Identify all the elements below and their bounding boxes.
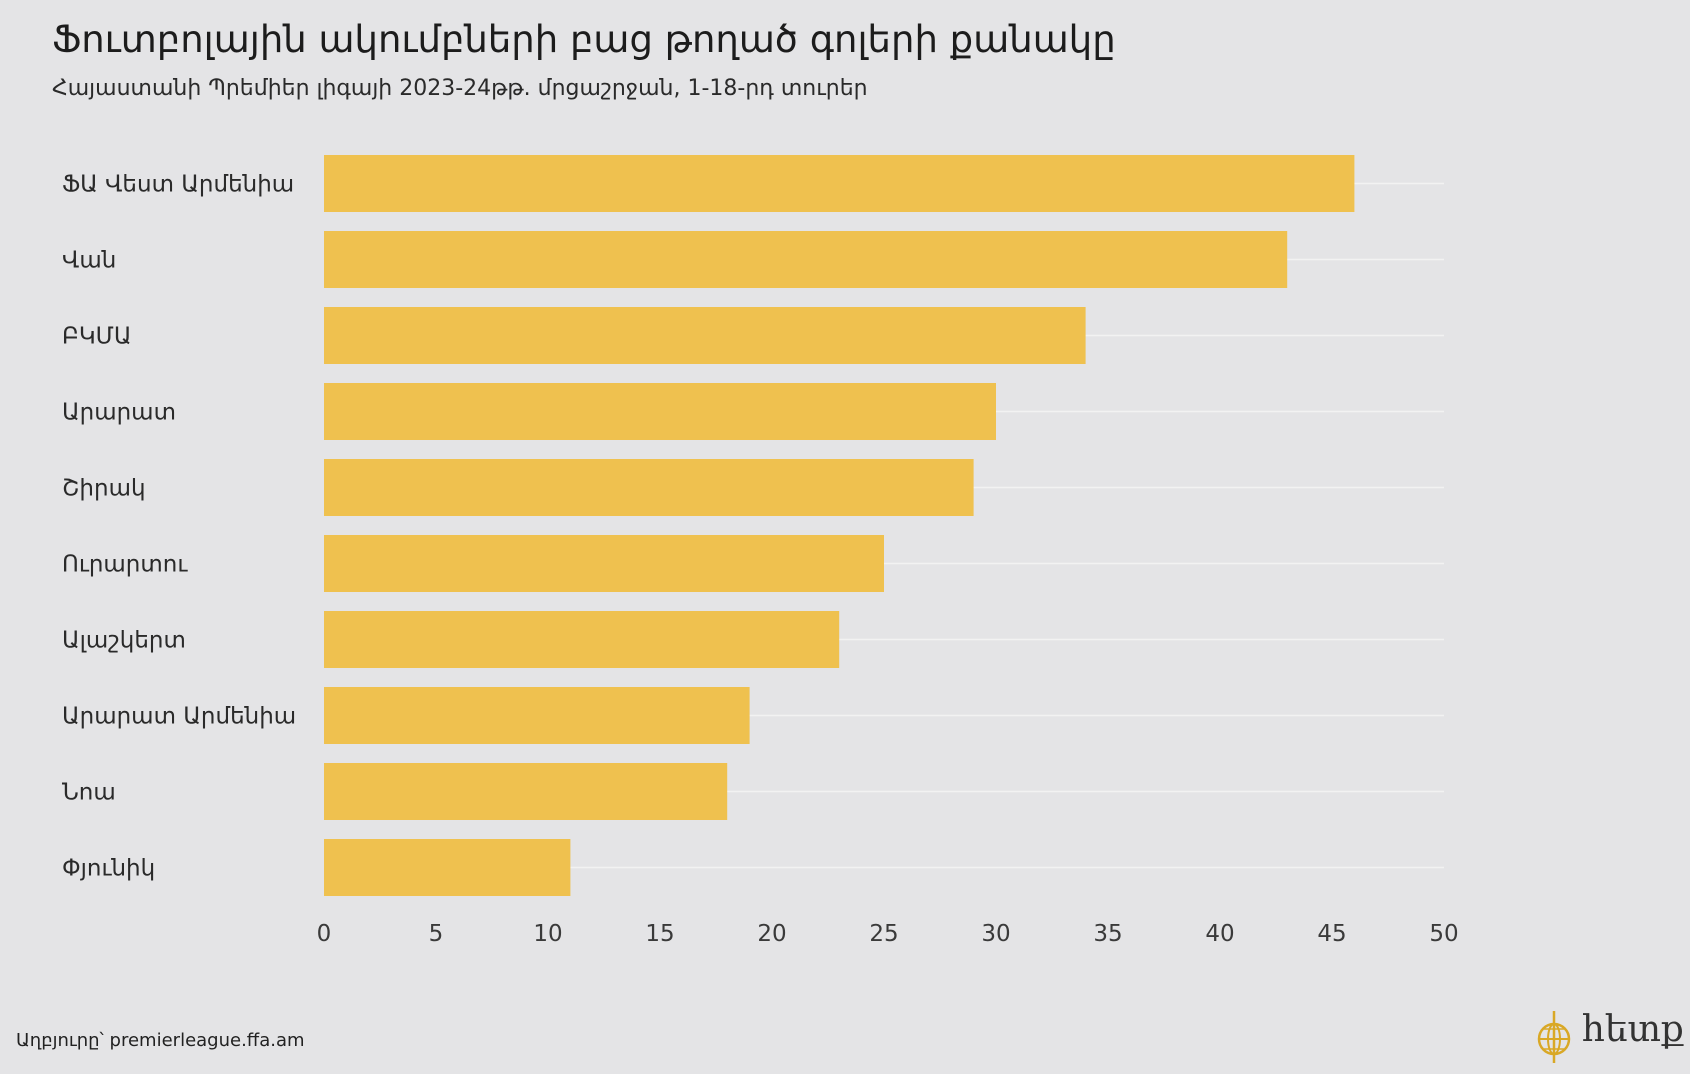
bar	[324, 839, 571, 896]
bar	[324, 535, 884, 592]
x-tick-label: 45	[1317, 921, 1346, 947]
bar	[324, 763, 728, 820]
chart-subtitle: Հայաստանի Պրեմիեր լիգայի 2023-24թթ. մրցա…	[52, 76, 868, 101]
bar-chart: ՖԱ Վեստ Արմենիա Վան ԲԿՄԱ Արարատ Շիրակ Ուրարտո…	[62, 155, 1459, 947]
chart-title: Ֆուտբոլային ակումբների բաց թողած գոլերի …	[52, 18, 1116, 61]
x-tick-label: 5	[429, 921, 444, 947]
bar	[324, 383, 996, 440]
category-label: Ուրարտու	[62, 552, 188, 578]
bar	[324, 687, 750, 744]
category-label: Արարատ	[62, 400, 176, 426]
category-label: ԲԿՄԱ	[62, 324, 132, 350]
category-label: ՖԱ Վեստ Արմենիա	[62, 172, 294, 198]
bar	[324, 459, 974, 516]
x-tick-label: 25	[869, 921, 898, 947]
x-tick-label: 10	[533, 921, 562, 947]
x-tick-label: 50	[1429, 921, 1458, 947]
bar	[324, 155, 1355, 212]
category-label: Շիրակ	[62, 476, 146, 502]
x-tick-label: 35	[1093, 921, 1122, 947]
x-tick-label: 20	[757, 921, 786, 947]
bar	[324, 611, 840, 668]
bar	[324, 231, 1288, 288]
x-tick-label: 30	[981, 921, 1010, 947]
category-label: Նոա	[62, 780, 116, 806]
logo-text: հետք	[1582, 1009, 1684, 1050]
source-note: Աղբյուրը՝ premierleague.ffa.am	[16, 1030, 305, 1051]
bar	[324, 307, 1086, 364]
logo: հետք	[1530, 1005, 1684, 1065]
category-label: Փյունիկ	[62, 856, 155, 882]
x-tick-label: 0	[317, 921, 332, 947]
category-label: Արարատ Արմենիա	[62, 704, 296, 730]
x-tick-label: 15	[645, 921, 674, 947]
category-label: Ալաշկերտ	[62, 628, 186, 654]
x-tick-label: 40	[1205, 921, 1234, 947]
globe-icon	[1537, 1011, 1571, 1063]
category-label: Վան	[62, 248, 116, 274]
